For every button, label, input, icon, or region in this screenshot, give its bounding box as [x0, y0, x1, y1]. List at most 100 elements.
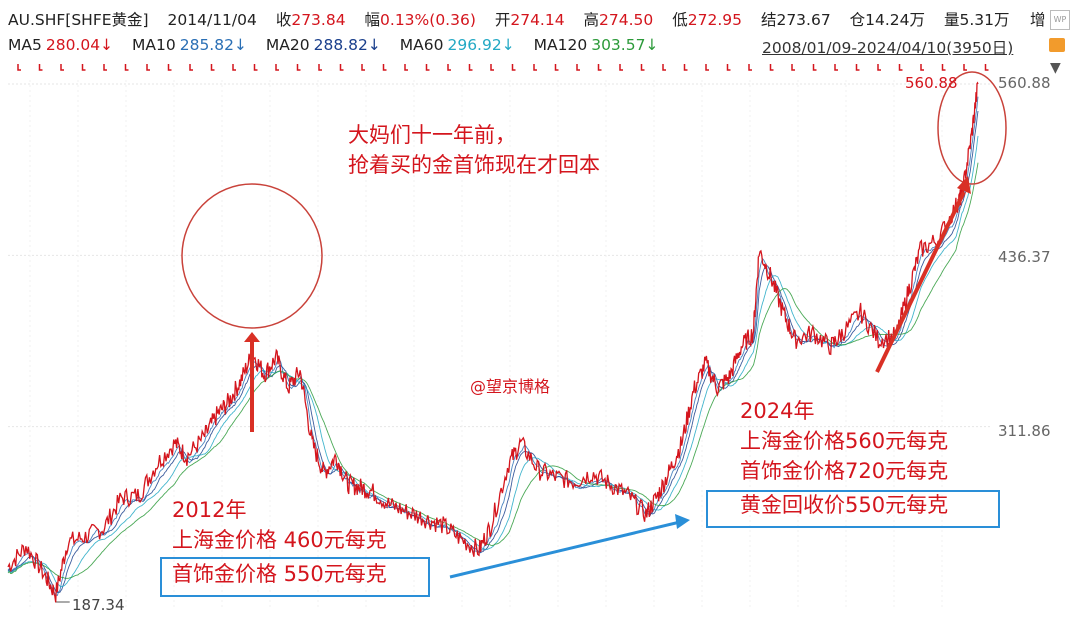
blue-arrow: [449, 520, 681, 579]
y-tick-label-low: 311.86: [998, 422, 1051, 440]
top-tick-mark: [705, 64, 709, 71]
top-tick-mark: [748, 64, 752, 71]
top-tick-mark: [898, 64, 903, 71]
top-tick-mark: [210, 64, 215, 71]
top-tick-marks: [17, 64, 989, 71]
vol-value: 5.31万: [959, 11, 1010, 29]
top-tick-mark: [124, 64, 129, 71]
red-arrow-up-head: [244, 332, 260, 342]
top-tick-mark: [855, 64, 860, 71]
top-tick-mark: [17, 64, 21, 71]
top-tick-mark: [146, 64, 150, 71]
highlight-circle-2024: [937, 71, 1007, 185]
top-tick-mark: [683, 64, 688, 71]
annotation-top-line1: 大妈们十一年前，: [348, 123, 516, 147]
top-tick-mark: [640, 64, 645, 71]
moving-average-line: [7, 96, 979, 596]
top-tick-mark: [619, 64, 623, 71]
annotation-2012-line1: 上海金价格 460元每克: [172, 528, 387, 552]
top-tick-mark: [318, 64, 322, 71]
top-tick-mark: [812, 64, 817, 71]
low-value: 272.95: [687, 11, 742, 29]
top-tick-mark: [533, 64, 537, 71]
blue-arrow-head: [675, 514, 690, 529]
annotation-2024-line1: 上海金价格560元每克: [740, 429, 949, 453]
wp-icon[interactable]: WP: [1050, 10, 1070, 30]
y-tick-label-mid: 436.37: [998, 248, 1051, 266]
ma120-name: MA120: [533, 36, 588, 54]
ma5-name: MA5: [8, 36, 42, 54]
highlight-box-2012: [160, 557, 430, 597]
annotation-2012-title: 2012年: [172, 498, 247, 522]
ma10-value: 285.82↓: [179, 36, 247, 54]
annotation-2024: 2024年 上海金价格560元每克 首饰金价格720元每克 黄金回收价550元每…: [740, 396, 948, 520]
top-tick-mark: [984, 64, 989, 71]
highlight-box-2024: [706, 490, 1000, 528]
change-label: 幅: [364, 11, 381, 29]
annotation-top-line2: 抢着买的金首饰现在才回本: [348, 153, 600, 177]
top-tick-mark: [189, 64, 193, 71]
top-tick-mark: [662, 64, 666, 71]
top-tick-mark: [769, 64, 774, 71]
quote-date: 2014/11/04: [167, 11, 257, 29]
top-tick-mark: [296, 64, 301, 71]
low-marker-label: 187.34: [72, 596, 125, 614]
top-tick-mark: [941, 64, 946, 71]
annotation-2024-line3: 黄金回收价550元每克: [740, 493, 949, 517]
ma5-value: 280.04↓: [45, 36, 114, 54]
ma10-name: MA10: [132, 36, 176, 54]
annotation-2024-line2: 首饰金价格720元每克: [740, 459, 949, 483]
top-tick-mark: [382, 64, 387, 71]
change-value: 0.13%(0.36): [380, 11, 476, 29]
moving-average-line: [7, 135, 979, 588]
ma20-name: MA20: [265, 36, 310, 54]
top-tick-mark: [60, 64, 64, 71]
low-label: 低: [672, 11, 688, 29]
ma120-value: 303.57↓: [591, 36, 659, 54]
top-tick-mark: [167, 64, 172, 71]
vol-label: 量: [943, 11, 960, 29]
top-tick-mark: [404, 64, 408, 71]
top-tick-mark: [275, 64, 279, 71]
top-tick-mark: [963, 64, 967, 71]
close-value: 273.84: [291, 11, 346, 29]
top-tick-mark: [576, 64, 580, 71]
top-tick-mark: [253, 64, 258, 71]
high-label: 高: [583, 11, 600, 29]
settle-label: 结: [760, 11, 777, 29]
caret-down-icon[interactable]: ▼: [1050, 60, 1061, 76]
oi-value: 14.24万: [865, 11, 926, 29]
date-range-link[interactable]: 2008/01/09-2024/04/10(3950日): [762, 39, 1014, 57]
top-tick-mark: [511, 64, 516, 71]
top-tick-mark: [877, 64, 881, 71]
quote-bar: AU.SHF[SHFE黄金] 2014/11/04 收273.84 幅0.13%…: [8, 8, 1010, 30]
top-tick-mark: [490, 64, 494, 71]
annotation-top: 大妈们十一年前， 抢着买的金首饰现在才回本: [348, 120, 600, 180]
top-tick-mark: [339, 64, 344, 71]
ma20-value: 288.82↓: [313, 36, 381, 54]
ma60-name: MA60: [399, 36, 444, 54]
annotation-2012-line2: 首饰金价格 550元每克: [172, 562, 387, 586]
red-arrow-diagonal-head: [957, 176, 971, 194]
ma-lines: [7, 96, 979, 603]
more-button[interactable]: 增: [1030, 11, 1046, 29]
top-tick-mark: [554, 64, 559, 71]
red-arrow-diagonal: [875, 191, 966, 373]
open-label: 开: [494, 11, 511, 29]
y-tick-label-top: 560.88: [998, 74, 1051, 92]
settle-value: 273.67: [776, 11, 831, 29]
top-tick-mark: [920, 64, 924, 71]
annotation-2012: 2012年 上海金价格 460元每克 首饰金价格 550元每克: [172, 495, 387, 589]
symbol: AU.SHF[SHFE黄金]: [8, 11, 149, 29]
top-tick-mark: [232, 64, 236, 71]
high-marker-label: 560.88: [905, 74, 958, 92]
top-tick-mark: [361, 64, 365, 71]
top-tick-mark: [468, 64, 473, 71]
top-tick-mark: [447, 64, 451, 71]
orange-square-icon[interactable]: [1049, 38, 1065, 52]
open-value: 274.14: [510, 11, 565, 29]
highlight-circle-2013: [181, 183, 323, 329]
top-tick-mark: [834, 64, 838, 71]
top-tick-mark: [103, 64, 107, 71]
